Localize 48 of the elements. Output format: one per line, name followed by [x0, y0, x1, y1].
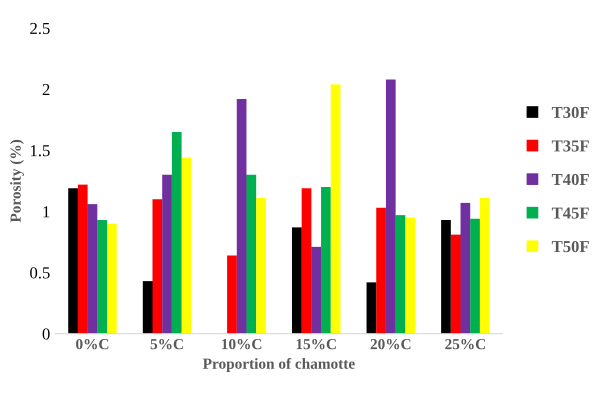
bar	[97, 220, 108, 334]
bar	[405, 218, 416, 334]
legend-label: T40F	[552, 174, 589, 186]
bar	[396, 215, 406, 334]
x-tick-label: 10%C	[222, 338, 262, 350]
x-tick-label: 25%C	[445, 338, 485, 350]
y-tick-label: 2	[42, 84, 50, 96]
y-tick-label: 1.5	[30, 145, 50, 156]
bar	[246, 174, 256, 334]
y-tick-label: 1	[43, 206, 50, 218]
bar	[450, 234, 461, 334]
x-tick-label: 5%C	[150, 338, 183, 350]
legend-label: T50F	[552, 240, 589, 252]
bar	[386, 79, 396, 334]
x-axis-title: Proportion of chamotte	[202, 358, 355, 372]
y-tick-label: 0	[42, 328, 50, 340]
x-tick-label: 15%C	[296, 338, 336, 350]
bar	[152, 199, 162, 334]
bar	[470, 218, 480, 334]
bar	[321, 187, 331, 334]
bar	[480, 198, 490, 334]
bar	[142, 281, 152, 334]
bar	[256, 198, 266, 334]
bar	[302, 188, 312, 334]
y-tick-label: 0.5	[30, 267, 50, 279]
bar	[172, 132, 182, 334]
bar	[78, 184, 88, 334]
bar	[441, 220, 451, 334]
bar	[376, 208, 386, 334]
x-tick-label: 20%C	[370, 338, 410, 350]
y-tick-label: 2.5	[30, 22, 50, 34]
bar	[227, 255, 237, 334]
bar	[460, 202, 470, 334]
bar	[236, 99, 246, 334]
legend-label: T30F	[552, 106, 589, 118]
legend-label: T45F	[552, 208, 589, 219]
bar	[162, 174, 172, 334]
bar	[107, 224, 117, 334]
bar	[311, 246, 322, 334]
bar	[68, 188, 78, 334]
bar	[330, 84, 340, 334]
bar	[292, 227, 302, 334]
bar	[182, 158, 192, 334]
y-axis-title: Porosity (%)	[10, 140, 24, 222]
legend-label: T35F	[552, 140, 589, 152]
bar	[366, 282, 376, 334]
x-tick-label: 0%C	[76, 338, 108, 350]
bar	[88, 204, 98, 334]
